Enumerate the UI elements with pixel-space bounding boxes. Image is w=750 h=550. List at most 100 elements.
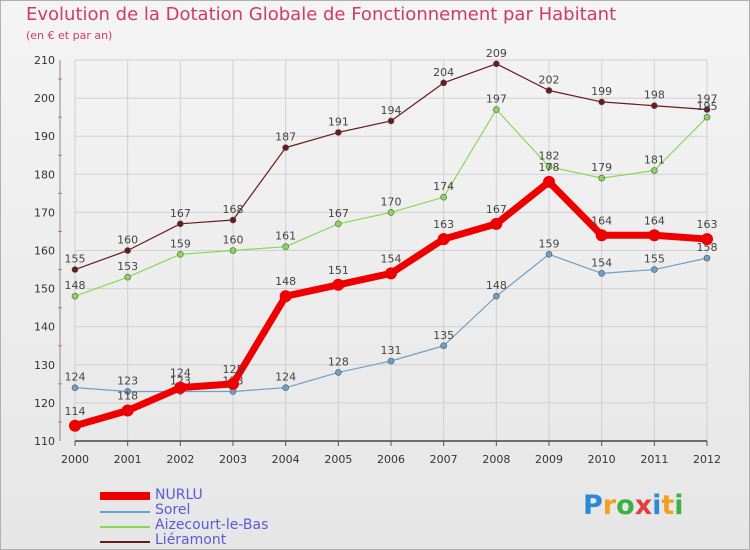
y-tick-label: 120 bbox=[34, 397, 55, 410]
data-label: 124 bbox=[275, 371, 296, 384]
data-point bbox=[440, 193, 447, 201]
chart-title: Evolution de la Dotation Globale de Fonc… bbox=[26, 4, 617, 25]
data-point bbox=[282, 144, 289, 151]
data-point bbox=[229, 216, 237, 224]
y-tick-label: 110 bbox=[34, 435, 55, 448]
data-label: 155 bbox=[644, 253, 665, 266]
data-point bbox=[493, 60, 500, 68]
x-tick-label: 2007 bbox=[430, 453, 458, 466]
data-label: 124 bbox=[170, 367, 191, 380]
data-label: 209 bbox=[486, 47, 507, 60]
data-point bbox=[387, 357, 395, 365]
data-label: 135 bbox=[433, 329, 454, 342]
data-label: 197 bbox=[486, 93, 507, 106]
data-point bbox=[71, 292, 79, 300]
data-point bbox=[124, 273, 131, 281]
y-tick-label: 130 bbox=[34, 359, 55, 372]
y-tick-label: 170 bbox=[34, 206, 55, 219]
data-point bbox=[545, 163, 553, 170]
y-tick-label: 190 bbox=[34, 130, 55, 143]
data-point bbox=[335, 129, 342, 136]
data-point bbox=[651, 167, 658, 174]
logo-letter: i bbox=[674, 490, 684, 521]
data-label: 191 bbox=[328, 115, 349, 128]
data-label: 179 bbox=[591, 161, 612, 174]
data-label: 204 bbox=[433, 66, 454, 79]
data-point bbox=[174, 381, 187, 394]
legend-swatch bbox=[100, 492, 150, 500]
logo-letter: x bbox=[634, 490, 653, 521]
data-point bbox=[651, 266, 658, 273]
legend-swatch bbox=[100, 511, 150, 513]
logo-letter: o bbox=[616, 490, 635, 521]
data-point bbox=[545, 87, 553, 94]
data-label: 164 bbox=[644, 214, 665, 227]
y-tick-label: 180 bbox=[34, 168, 55, 181]
data-label: 124 bbox=[65, 371, 86, 384]
data-label: 154 bbox=[381, 252, 402, 265]
data-label: 123 bbox=[117, 374, 138, 387]
data-point bbox=[387, 209, 395, 216]
data-point bbox=[335, 220, 342, 228]
legend-swatch bbox=[100, 541, 150, 543]
data-label: 198 bbox=[644, 89, 665, 102]
y-tick-label: 210 bbox=[34, 54, 55, 67]
data-label: 153 bbox=[117, 260, 138, 273]
data-label: 167 bbox=[486, 203, 507, 216]
data-label: 151 bbox=[328, 264, 349, 277]
data-point bbox=[282, 243, 289, 250]
y-tick-label: 160 bbox=[34, 245, 55, 258]
data-label: 168 bbox=[223, 203, 244, 216]
data-point bbox=[493, 292, 500, 300]
data-label: 197 bbox=[697, 93, 718, 106]
data-point bbox=[385, 267, 397, 280]
data-point bbox=[490, 217, 503, 230]
data-label: 174 bbox=[433, 180, 454, 193]
data-point bbox=[703, 113, 711, 121]
data-point bbox=[279, 290, 292, 303]
data-point bbox=[229, 247, 237, 254]
data-label: 160 bbox=[117, 234, 138, 247]
data-point bbox=[124, 388, 131, 395]
data-label: 148 bbox=[65, 279, 86, 292]
x-tick-label: 2009 bbox=[535, 453, 563, 466]
y-tick-label: 200 bbox=[34, 92, 55, 105]
data-point bbox=[121, 404, 134, 417]
legend-label: Liéramont bbox=[155, 532, 227, 548]
data-point bbox=[440, 79, 447, 87]
data-label: 195 bbox=[697, 100, 718, 113]
legend-label: Aizecourt-le-Bas bbox=[155, 517, 269, 533]
x-tick-label: 2004 bbox=[272, 453, 300, 466]
data-label: 194 bbox=[381, 104, 402, 117]
data-label: 167 bbox=[328, 207, 349, 220]
data-point bbox=[701, 233, 713, 246]
data-point bbox=[124, 247, 131, 254]
data-point bbox=[71, 266, 79, 273]
data-label: 181 bbox=[644, 153, 665, 166]
logo-letter: t bbox=[661, 490, 675, 521]
data-point bbox=[648, 229, 661, 242]
data-label: 128 bbox=[328, 355, 349, 368]
data-label: 125 bbox=[223, 363, 244, 376]
chart-subtitle: (en € et par an) bbox=[26, 29, 113, 42]
data-label: 187 bbox=[275, 131, 296, 144]
data-label: 155 bbox=[65, 253, 86, 266]
y-tick-label: 140 bbox=[34, 321, 55, 334]
x-tick-label: 2008 bbox=[482, 453, 510, 466]
data-label: 161 bbox=[275, 230, 296, 243]
legend-label: NURLU bbox=[155, 487, 203, 503]
data-point bbox=[71, 384, 79, 391]
data-point bbox=[703, 106, 711, 113]
data-point bbox=[387, 117, 395, 125]
data-point bbox=[543, 175, 555, 188]
data-point bbox=[703, 254, 711, 262]
data-point bbox=[598, 270, 605, 277]
data-label: 160 bbox=[223, 234, 244, 247]
data-label: 114 bbox=[65, 405, 86, 418]
proxiti-logo: Proxiti bbox=[583, 490, 684, 521]
data-label: 182 bbox=[539, 150, 560, 163]
data-point bbox=[177, 251, 184, 258]
data-label: 148 bbox=[486, 279, 507, 292]
data-label: 154 bbox=[591, 256, 612, 269]
x-tick-label: 2000 bbox=[61, 453, 89, 466]
